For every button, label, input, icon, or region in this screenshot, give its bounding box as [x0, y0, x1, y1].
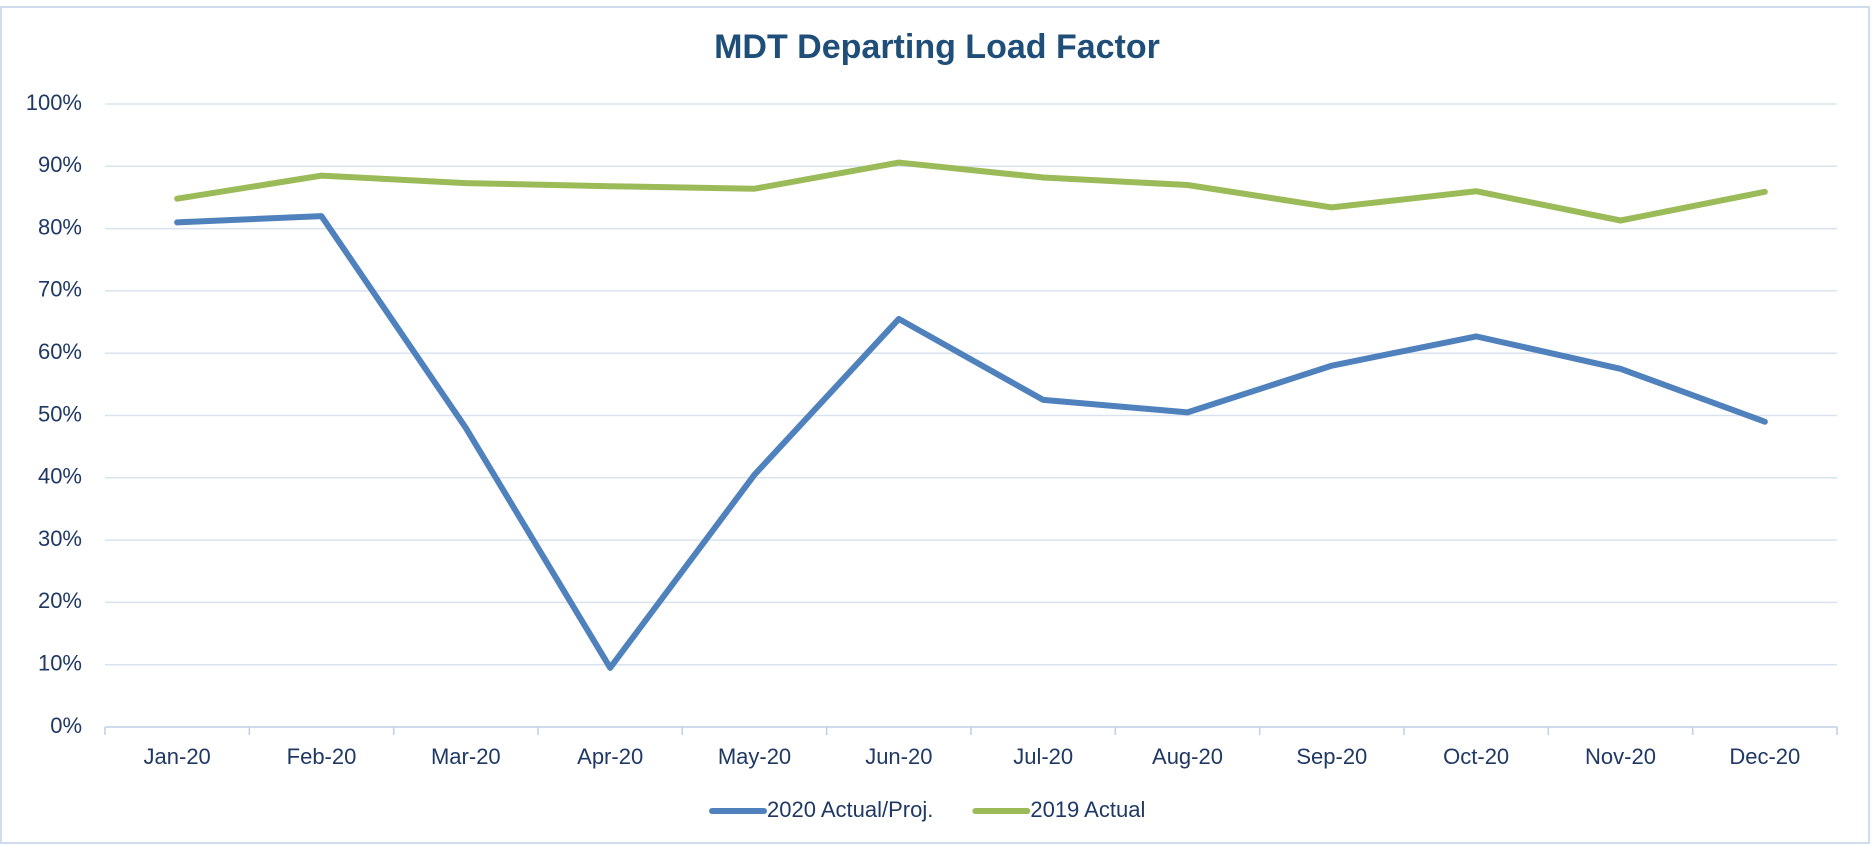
series-line [174, 213, 1768, 671]
x-tick-label: Jun-20 [865, 744, 932, 769]
y-tick-label: 30% [38, 526, 82, 551]
legend-label: 2020 Actual/Proj. [767, 797, 933, 822]
y-tick-label: 100% [26, 90, 82, 115]
y-tick-label: 40% [38, 464, 82, 489]
x-tick-label: Oct-20 [1443, 744, 1509, 769]
chart-frame [0, 6, 1870, 844]
series-line [174, 159, 1768, 224]
y-tick-label: 70% [38, 277, 82, 302]
y-tick-label: 0% [50, 713, 82, 738]
x-tick-label: Mar-20 [431, 744, 501, 769]
y-tick-label: 80% [38, 214, 82, 239]
legend-label: 2019 Actual [1030, 797, 1145, 822]
x-tick-label: Nov-20 [1585, 744, 1656, 769]
y-tick-label: 50% [38, 401, 82, 426]
x-tick-label: Jul-20 [1013, 744, 1073, 769]
x-tick-label: Feb-20 [287, 744, 357, 769]
x-tick-label: Apr-20 [577, 744, 643, 769]
x-tick-label: Sep-20 [1296, 744, 1367, 769]
y-tick-label: 10% [38, 651, 82, 676]
y-tick-label: 60% [38, 339, 82, 364]
y-tick-label: 90% [38, 152, 82, 177]
x-tick-label: May-20 [718, 744, 791, 769]
y-tick-label: 20% [38, 588, 82, 613]
chart-title: MDT Departing Load Factor [714, 28, 1160, 66]
x-tick-label: Aug-20 [1152, 744, 1223, 769]
x-tick-label: Dec-20 [1729, 744, 1800, 769]
x-tick-label: Jan-20 [144, 744, 211, 769]
